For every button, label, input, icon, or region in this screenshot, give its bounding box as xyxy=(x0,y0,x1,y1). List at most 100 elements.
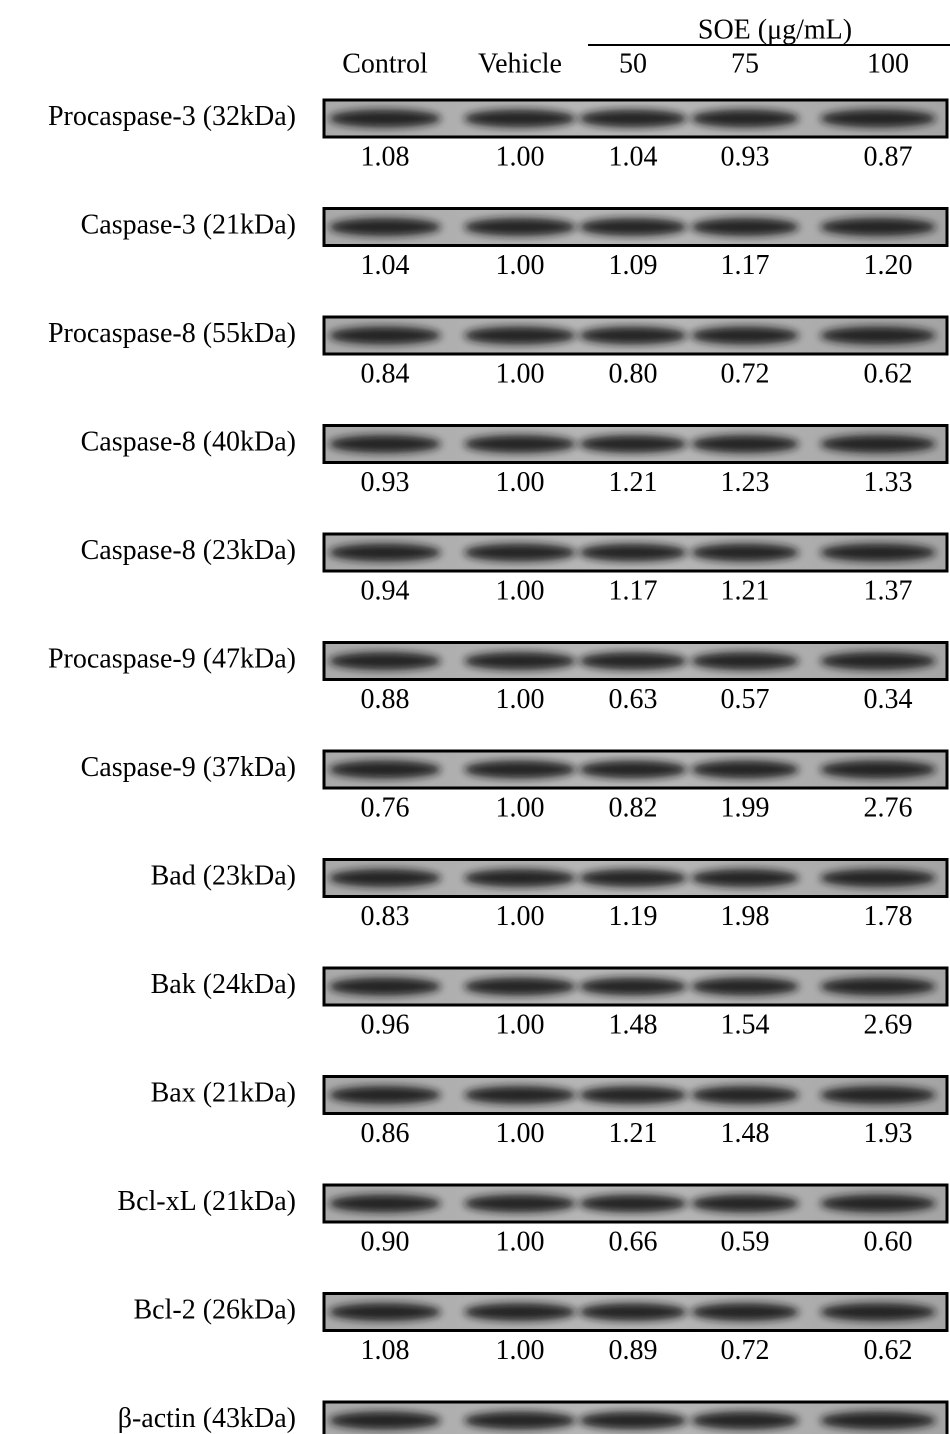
band xyxy=(464,435,576,453)
row-label: Bcl-xL (21kDa) xyxy=(117,1186,296,1217)
row-label: β-actin (43kDa) xyxy=(118,1403,296,1434)
blot-strip xyxy=(324,968,947,1005)
band xyxy=(820,1412,936,1430)
band xyxy=(820,869,936,887)
band xyxy=(820,544,936,562)
band xyxy=(579,1303,687,1321)
row-label: Procaspase-3 (32kDa) xyxy=(48,101,296,132)
band-ratio: 1.33 xyxy=(864,467,913,498)
blot-strip xyxy=(324,1294,947,1331)
band-ratio: 0.87 xyxy=(864,141,913,172)
band-ratio: 1.93 xyxy=(864,1118,913,1149)
band xyxy=(579,110,687,128)
lane-label: Vehicle xyxy=(478,48,562,79)
band xyxy=(464,652,576,670)
band xyxy=(464,978,576,996)
band-ratio: 0.82 xyxy=(609,792,658,823)
band-ratio: 1.48 xyxy=(721,1118,770,1149)
band xyxy=(579,435,687,453)
blot-strip xyxy=(324,1185,947,1222)
row-label: Caspase-8 (40kDa) xyxy=(81,426,296,457)
band xyxy=(464,110,576,128)
row-label: Caspase-8 (23kDa) xyxy=(81,535,296,566)
band xyxy=(820,1086,936,1104)
band-ratio: 1.99 xyxy=(721,792,770,823)
band-ratio: 1.00 xyxy=(496,1226,545,1257)
band xyxy=(329,327,441,345)
blot-strip xyxy=(324,426,947,463)
page: {"header": {"group_label": "SOE (μg/mL)"… xyxy=(0,0,950,1434)
band-ratio: 1.04 xyxy=(609,141,658,172)
band-ratio: 1.23 xyxy=(721,467,770,498)
band-ratio: 1.21 xyxy=(609,467,658,498)
band-ratio: 0.93 xyxy=(721,141,770,172)
band-ratio: 1.00 xyxy=(496,792,545,823)
band xyxy=(820,435,936,453)
band xyxy=(464,218,576,236)
band-ratio: 0.94 xyxy=(361,575,410,606)
row-label: Bak (24kDa) xyxy=(151,969,296,1000)
band xyxy=(579,652,687,670)
blot-strip xyxy=(324,1077,947,1114)
band xyxy=(464,1086,576,1104)
band-ratio: 1.00 xyxy=(496,1009,545,1040)
band xyxy=(691,1086,799,1104)
band xyxy=(329,435,441,453)
band xyxy=(691,1303,799,1321)
band-ratio: 1.37 xyxy=(864,575,913,606)
band-ratio: 0.84 xyxy=(361,358,410,389)
blot-strip xyxy=(324,209,947,246)
band xyxy=(579,544,687,562)
band xyxy=(329,1412,441,1430)
band xyxy=(329,1195,441,1213)
band xyxy=(691,327,799,345)
western-blot-figure: SOE (μg/mL) ControlVehicle5075100Procasp… xyxy=(0,0,950,1434)
band xyxy=(691,652,799,670)
band-ratio: 0.34 xyxy=(864,684,913,715)
blot-strip xyxy=(324,534,947,571)
band xyxy=(329,544,441,562)
band xyxy=(691,1412,799,1430)
band-ratio: 1.20 xyxy=(864,250,913,281)
band-ratio: 0.86 xyxy=(361,1118,410,1149)
lane-label: 100 xyxy=(867,48,909,79)
band xyxy=(464,544,576,562)
band-ratio: 1.17 xyxy=(721,250,770,281)
band xyxy=(691,869,799,887)
band-ratio: 0.62 xyxy=(864,1335,913,1366)
band-ratio: 1.78 xyxy=(864,901,913,932)
band xyxy=(579,761,687,779)
band-ratio: 1.00 xyxy=(496,1118,545,1149)
band-ratio: 0.72 xyxy=(721,358,770,389)
blot-strip xyxy=(324,860,947,897)
band xyxy=(579,869,687,887)
band-ratio: 1.00 xyxy=(496,684,545,715)
row-label: Bax (21kDa) xyxy=(151,1077,296,1108)
band-ratio: 0.80 xyxy=(609,358,658,389)
band xyxy=(329,869,441,887)
band-ratio: 0.89 xyxy=(609,1335,658,1366)
band-ratio: 1.54 xyxy=(721,1009,770,1040)
row-label: Bcl-2 (26kDa) xyxy=(133,1294,296,1325)
band-ratio: 1.21 xyxy=(721,575,770,606)
band-ratio: 1.00 xyxy=(496,250,545,281)
band-ratio: 1.00 xyxy=(496,141,545,172)
band-ratio: 2.76 xyxy=(864,792,913,823)
band-ratio: 1.00 xyxy=(496,575,545,606)
band xyxy=(820,761,936,779)
band xyxy=(691,978,799,996)
group-label: SOE (μg/mL) xyxy=(698,14,852,45)
blot-strip xyxy=(324,1402,947,1434)
band-ratio: 0.96 xyxy=(361,1009,410,1040)
band-ratio: 0.72 xyxy=(721,1335,770,1366)
band xyxy=(579,1086,687,1104)
band-ratio: 0.63 xyxy=(609,684,658,715)
band xyxy=(691,761,799,779)
band-ratio: 0.76 xyxy=(361,792,410,823)
band-ratio: 1.00 xyxy=(496,358,545,389)
band xyxy=(464,1303,576,1321)
row-label: Procaspase-9 (47kDa) xyxy=(48,643,296,674)
band xyxy=(464,327,576,345)
band xyxy=(329,761,441,779)
band-ratio: 1.98 xyxy=(721,901,770,932)
